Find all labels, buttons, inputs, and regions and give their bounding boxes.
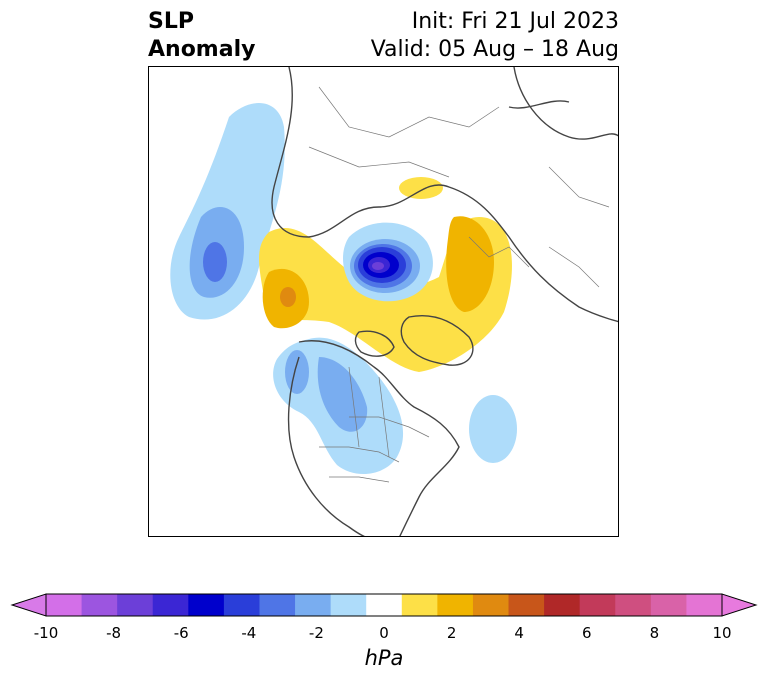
title-line-2: Anomaly <box>148 37 256 62</box>
colorbar-extend-high <box>721 593 758 617</box>
colorbar-extend-low <box>10 593 47 617</box>
colorbar-swatch <box>188 594 225 616</box>
colorbar-swatch <box>615 594 652 616</box>
colorbar-swatch <box>223 594 260 616</box>
colorbar-tick-label: 2 <box>446 624 457 642</box>
colorbar-swatch <box>686 594 723 616</box>
colorbar-tick-label: 6 <box>582 624 592 642</box>
colorbar-swatch <box>472 594 510 616</box>
colorbar-tick-label: -2 <box>308 624 324 642</box>
colorbar-swatch <box>330 594 367 616</box>
anomaly-fill <box>170 103 517 475</box>
anomaly-low-atlantic <box>469 395 517 463</box>
colorbar-tick-label: -10 <box>33 624 59 642</box>
colorbar-tick-label: 0 <box>379 624 389 642</box>
title-line-1: SLP <box>148 9 194 34</box>
map-canvas <box>170 67 618 536</box>
colorbar-swatch <box>508 594 545 616</box>
colorbar-swatch <box>46 594 83 616</box>
colorbar-tick-label: -8 <box>106 624 122 642</box>
anomaly-low-arctic-7 <box>372 262 384 270</box>
colorbar-swatch <box>366 594 403 616</box>
colorbar-swatch <box>117 594 154 616</box>
colorbar-swatch <box>259 594 296 616</box>
map-title: SLP Anomaly <box>148 8 255 64</box>
init-date: Init: Fri 21 Jul 2023 <box>411 9 619 34</box>
map-dates: Init: Fri 21 Jul 2023 Valid: 05 Aug – 18… <box>371 8 619 64</box>
colorbar-unit: hPa <box>364 646 404 670</box>
colorbar-swatch <box>152 594 189 616</box>
anomaly-low-pacific-center <box>203 242 227 282</box>
colorbar-tick-label: 10 <box>712 624 732 642</box>
anomaly-high-east <box>446 216 494 312</box>
colorbar-tick-label: 8 <box>649 624 660 642</box>
anomaly-high-max <box>280 287 296 307</box>
political-borders <box>308 86 610 483</box>
colorbar-border <box>45 593 723 617</box>
colorbar-swatch <box>650 594 687 616</box>
colorbar-swatch <box>401 594 438 616</box>
anomaly-low-namerica-core <box>285 350 309 394</box>
colorbar-tick-label: -6 <box>173 624 189 642</box>
valid-range: Valid: 05 Aug – 18 Aug <box>370 37 619 62</box>
map-panel <box>148 66 619 537</box>
colorbar-swatch <box>295 594 332 616</box>
colorbar-swatch <box>544 594 581 616</box>
colorbar <box>10 593 758 617</box>
colorbar-swatch <box>437 594 474 616</box>
colorbar-swatch <box>81 594 118 616</box>
anomaly-high-north <box>399 177 443 199</box>
coastlines <box>271 67 618 536</box>
colorbar-ticks: -10 -8 -6 -4 -2 0 2 4 6 8 10 <box>0 624 768 644</box>
colorbar-tick-label: -4 <box>241 624 257 642</box>
colorbar-swatch <box>579 594 616 616</box>
colorbar-tick-label: 4 <box>514 624 524 642</box>
